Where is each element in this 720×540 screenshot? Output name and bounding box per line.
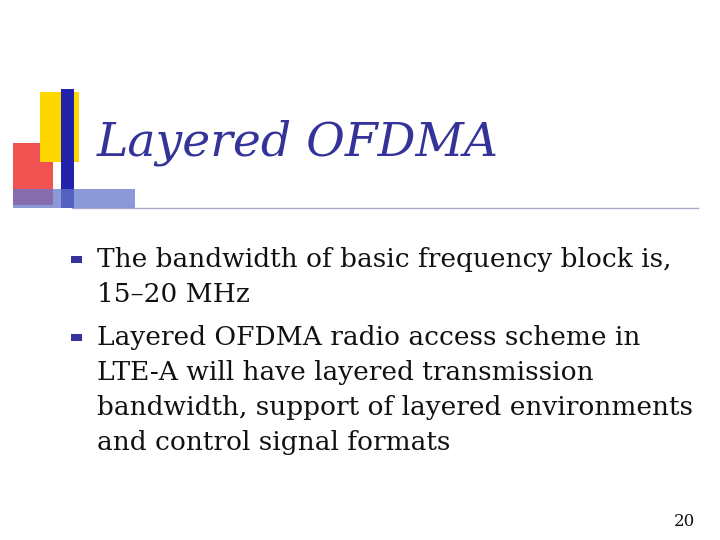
FancyBboxPatch shape [71, 256, 82, 263]
Text: Layered OFDMA radio access scheme in: Layered OFDMA radio access scheme in [97, 325, 641, 350]
Text: and control signal formats: and control signal formats [97, 430, 451, 455]
Text: The bandwidth of basic frequency block is,: The bandwidth of basic frequency block i… [97, 247, 672, 272]
Text: Layered OFDMA: Layered OFDMA [97, 120, 499, 166]
FancyBboxPatch shape [71, 334, 82, 341]
Text: LTE-A will have layered transmission: LTE-A will have layered transmission [97, 360, 594, 385]
FancyBboxPatch shape [40, 92, 79, 162]
FancyBboxPatch shape [13, 143, 53, 205]
Text: bandwidth, support of layered environments: bandwidth, support of layered environmen… [97, 395, 693, 420]
Text: 20: 20 [673, 512, 695, 530]
Text: 15–20 MHz: 15–20 MHz [97, 282, 250, 307]
FancyBboxPatch shape [13, 189, 135, 208]
FancyBboxPatch shape [61, 89, 74, 208]
